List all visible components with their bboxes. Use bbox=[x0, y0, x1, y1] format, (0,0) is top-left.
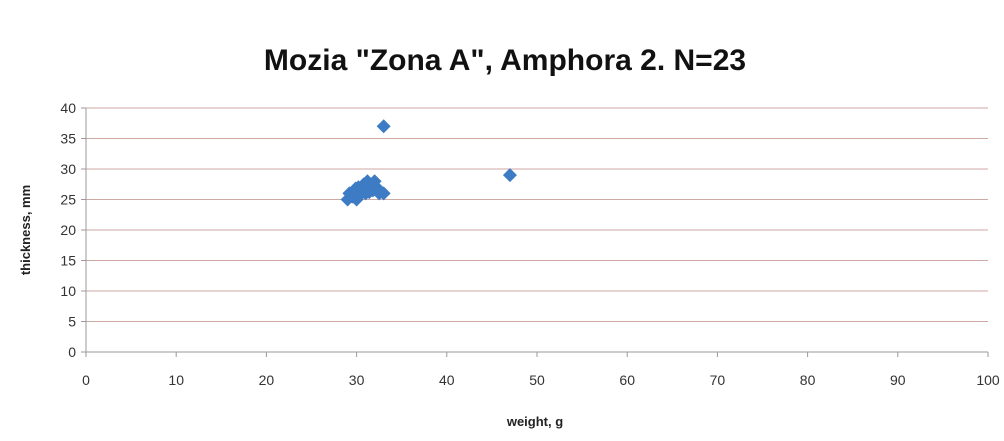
y-tick-label-10: 10 bbox=[60, 283, 76, 299]
x-tick-label-80: 80 bbox=[800, 372, 816, 388]
x-tick-label-70: 70 bbox=[710, 372, 726, 388]
y-tick-label-35: 35 bbox=[60, 131, 76, 147]
y-tick-label-25: 25 bbox=[60, 192, 76, 208]
y-tick-label-40: 40 bbox=[60, 100, 76, 116]
data-points bbox=[340, 119, 517, 207]
x-tick-label-50: 50 bbox=[529, 372, 545, 388]
x-tick-label-30: 30 bbox=[349, 372, 365, 388]
x-tick-label-60: 60 bbox=[619, 372, 635, 388]
x-tick-label-0: 0 bbox=[82, 372, 90, 388]
x-tick-label-40: 40 bbox=[439, 372, 455, 388]
data-point bbox=[362, 185, 377, 200]
y-tick-label-20: 20 bbox=[60, 222, 76, 238]
tick-labels: 0 5 10 15 20 25 30 35 40 0 10 20 30 40 50 60 70 80 90 100 bbox=[60, 100, 999, 388]
y-tick-label-5: 5 bbox=[68, 314, 76, 330]
x-tick-label-100: 100 bbox=[976, 372, 1000, 388]
axes bbox=[81, 107, 989, 357]
x-tick-label-20: 20 bbox=[259, 372, 275, 388]
chart-title: Mozia "Zona A", Amphora 2. N=23 bbox=[264, 44, 746, 77]
gridlines bbox=[86, 107, 988, 322]
y-axis-label: thickness, mm bbox=[18, 185, 33, 275]
data-point bbox=[376, 119, 391, 134]
data-point bbox=[348, 181, 363, 196]
y-tick-label-0: 0 bbox=[68, 344, 76, 360]
x-tick-label-10: 10 bbox=[168, 372, 184, 388]
data-point bbox=[502, 168, 517, 183]
data-point bbox=[376, 186, 391, 201]
x-axis-label: weight, g bbox=[506, 414, 563, 429]
y-tick-label-15: 15 bbox=[60, 253, 76, 269]
x-tick-label-90: 90 bbox=[890, 372, 906, 388]
y-tick-label-30: 30 bbox=[60, 161, 76, 177]
